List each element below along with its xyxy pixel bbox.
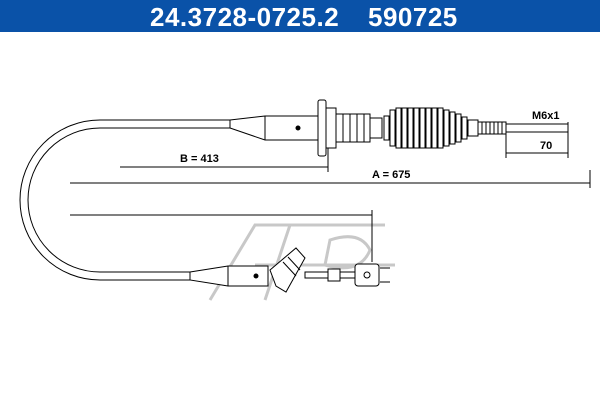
reference-number: 590725	[368, 2, 458, 32]
mounting-bracket	[269, 247, 306, 293]
bellows-boot	[383, 107, 479, 149]
length-70-label: 70	[540, 140, 552, 152]
dimension-b-label: B = 413	[180, 153, 219, 165]
flange	[317, 99, 337, 157]
lower-ferrule	[189, 265, 269, 287]
part-number: 24.3728-0725.2	[150, 2, 340, 32]
cable-drawing: M6x1 70 B = 413 A = 675	[19, 99, 591, 301]
title-bar: 24.3728-0725.2 590725	[0, 0, 600, 32]
dimension-b	[120, 148, 329, 172]
dimension-a-label: A = 675	[372, 169, 410, 181]
cable-loop	[19, 119, 230, 281]
upper-ferrule	[229, 115, 319, 141]
grommet	[335, 113, 383, 143]
reference-lines	[70, 210, 373, 262]
threaded-rod	[477, 121, 569, 135]
dimension-a	[70, 170, 591, 188]
clevis-end	[304, 263, 390, 287]
thread-label: M6x1	[532, 110, 560, 122]
thread-dimension	[505, 122, 569, 158]
